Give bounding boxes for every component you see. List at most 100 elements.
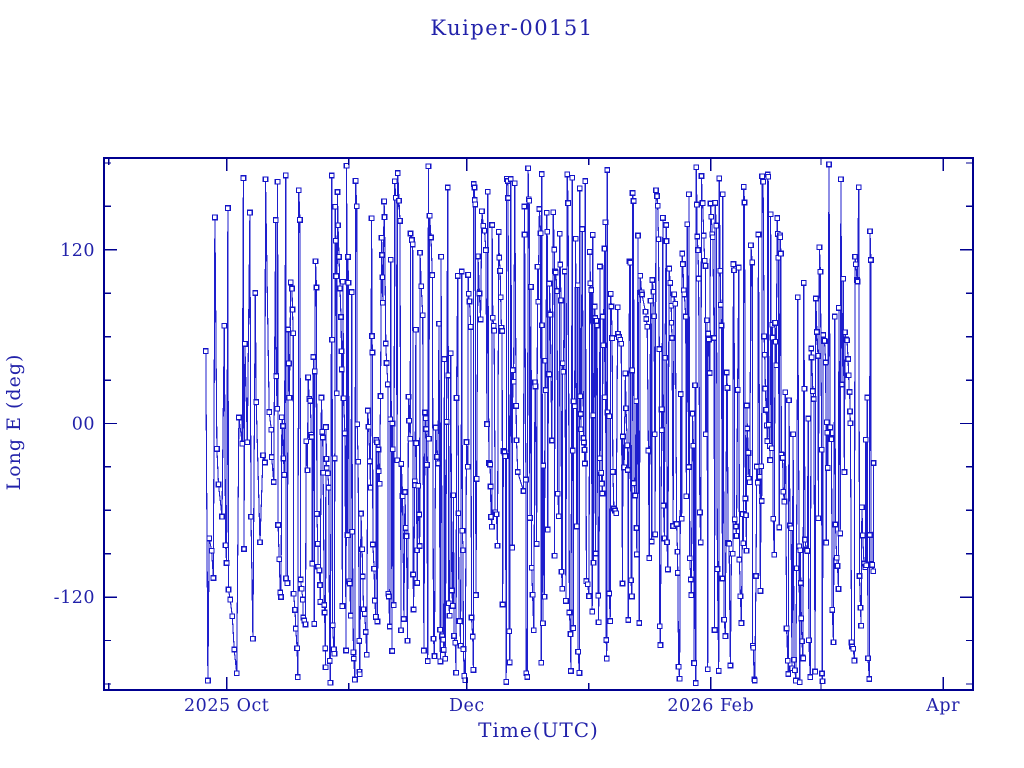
data-point-marker [697,539,704,546]
data-point-marker [815,353,821,359]
data-point-marker [308,434,315,440]
data-point-marker [208,547,215,554]
data-point-marker [294,645,300,652]
data-point-marker [285,326,292,333]
data-point-marker [747,242,754,249]
data-point-marker [675,663,682,670]
data-point-marker [303,438,310,445]
data-point-marker [761,351,768,358]
data-point-marker [624,442,631,449]
data-point-marker [353,203,360,210]
data-point-marker [688,592,695,598]
data-point-marker [487,461,493,468]
data-point-marker [463,439,470,445]
data-point-marker [672,300,679,307]
data-point-marker [702,263,709,269]
data-point-marker [571,403,578,410]
data-point-marker [786,397,792,404]
data-point-marker [733,532,740,539]
data-point-marker [473,592,479,598]
data-point-marker [280,455,287,462]
data-point-marker [479,208,485,215]
data-point-marker [643,316,650,322]
data-point-marker [717,302,724,308]
data-point-marker [506,659,513,666]
data-point-marker [588,287,595,293]
data-point-marker [581,447,588,453]
data-point-marker [777,234,784,241]
data-point-marker [471,184,478,191]
data-point-marker [459,527,466,534]
data-point-marker [831,313,838,320]
data-point-marker [233,670,240,677]
data-point-marker [302,621,309,628]
data-point-marker [580,439,587,446]
data-point-marker [510,378,517,385]
data-point-marker [576,185,583,192]
data-point-marker [225,205,231,212]
data-point-marker [278,594,284,600]
data-point-marker [800,280,807,286]
data-point-marker [416,543,423,549]
data-point-marker [801,385,808,392]
data-point-marker [590,559,597,566]
data-point-marker [598,480,605,487]
data-point-marker [266,409,273,415]
data-point-marker [533,540,540,547]
data-point-marker [410,571,416,578]
data-point-marker [845,356,851,362]
x-tick-label: 2025 Oct [184,696,269,716]
longitude-track-line [205,164,875,684]
data-point-marker [629,367,636,374]
data-point-marker [305,374,311,381]
data-point-marker [705,336,712,343]
data-point-marker [227,596,234,603]
data-point-marker [845,372,852,379]
data-point-marker [652,531,658,538]
data-point-marker [808,345,815,352]
data-point-marker [489,222,495,228]
data-point-marker [350,649,357,656]
data-point-marker [671,291,677,298]
data-point-marker [628,577,634,584]
data-point-marker [456,618,463,624]
data-point-marker [416,511,423,518]
data-point-marker [283,575,289,582]
data-point-marker [578,426,584,433]
data-point-marker [282,172,289,179]
x-tick-label: Dec [449,696,485,716]
data-point-marker [609,335,615,341]
data-point-marker [718,322,725,329]
data-point-marker [767,211,774,218]
data-point-marker [539,620,546,627]
data-point-marker [434,454,440,460]
data-point-marker [866,532,873,538]
data-point-marker [576,669,583,676]
data-point-marker [409,241,416,248]
data-point-marker [773,362,780,369]
data-point-marker [738,620,745,626]
data-point-marker [279,414,285,421]
x-tick-label: 2026 Feb [667,696,754,716]
data-point-marker [382,340,389,347]
data-point-marker [359,546,365,553]
data-point-marker [506,628,513,635]
data-point-marker [555,513,562,520]
data-point-marker [522,476,529,483]
data-point-marker [757,587,764,594]
data-point-marker [292,625,299,632]
data-point-marker [577,411,584,417]
data-point-marker [654,193,660,200]
data-point-marker [499,328,505,334]
data-point-marker [694,233,701,240]
data-point-marker [598,470,605,476]
data-point-marker [250,635,256,642]
data-point-marker [701,257,708,264]
data-point-marker [502,453,509,459]
data-point-marker [569,447,576,454]
data-point-marker [431,653,438,659]
data-point-marker [312,258,319,265]
data-point-marker [425,163,432,170]
data-point-marker [813,329,820,335]
